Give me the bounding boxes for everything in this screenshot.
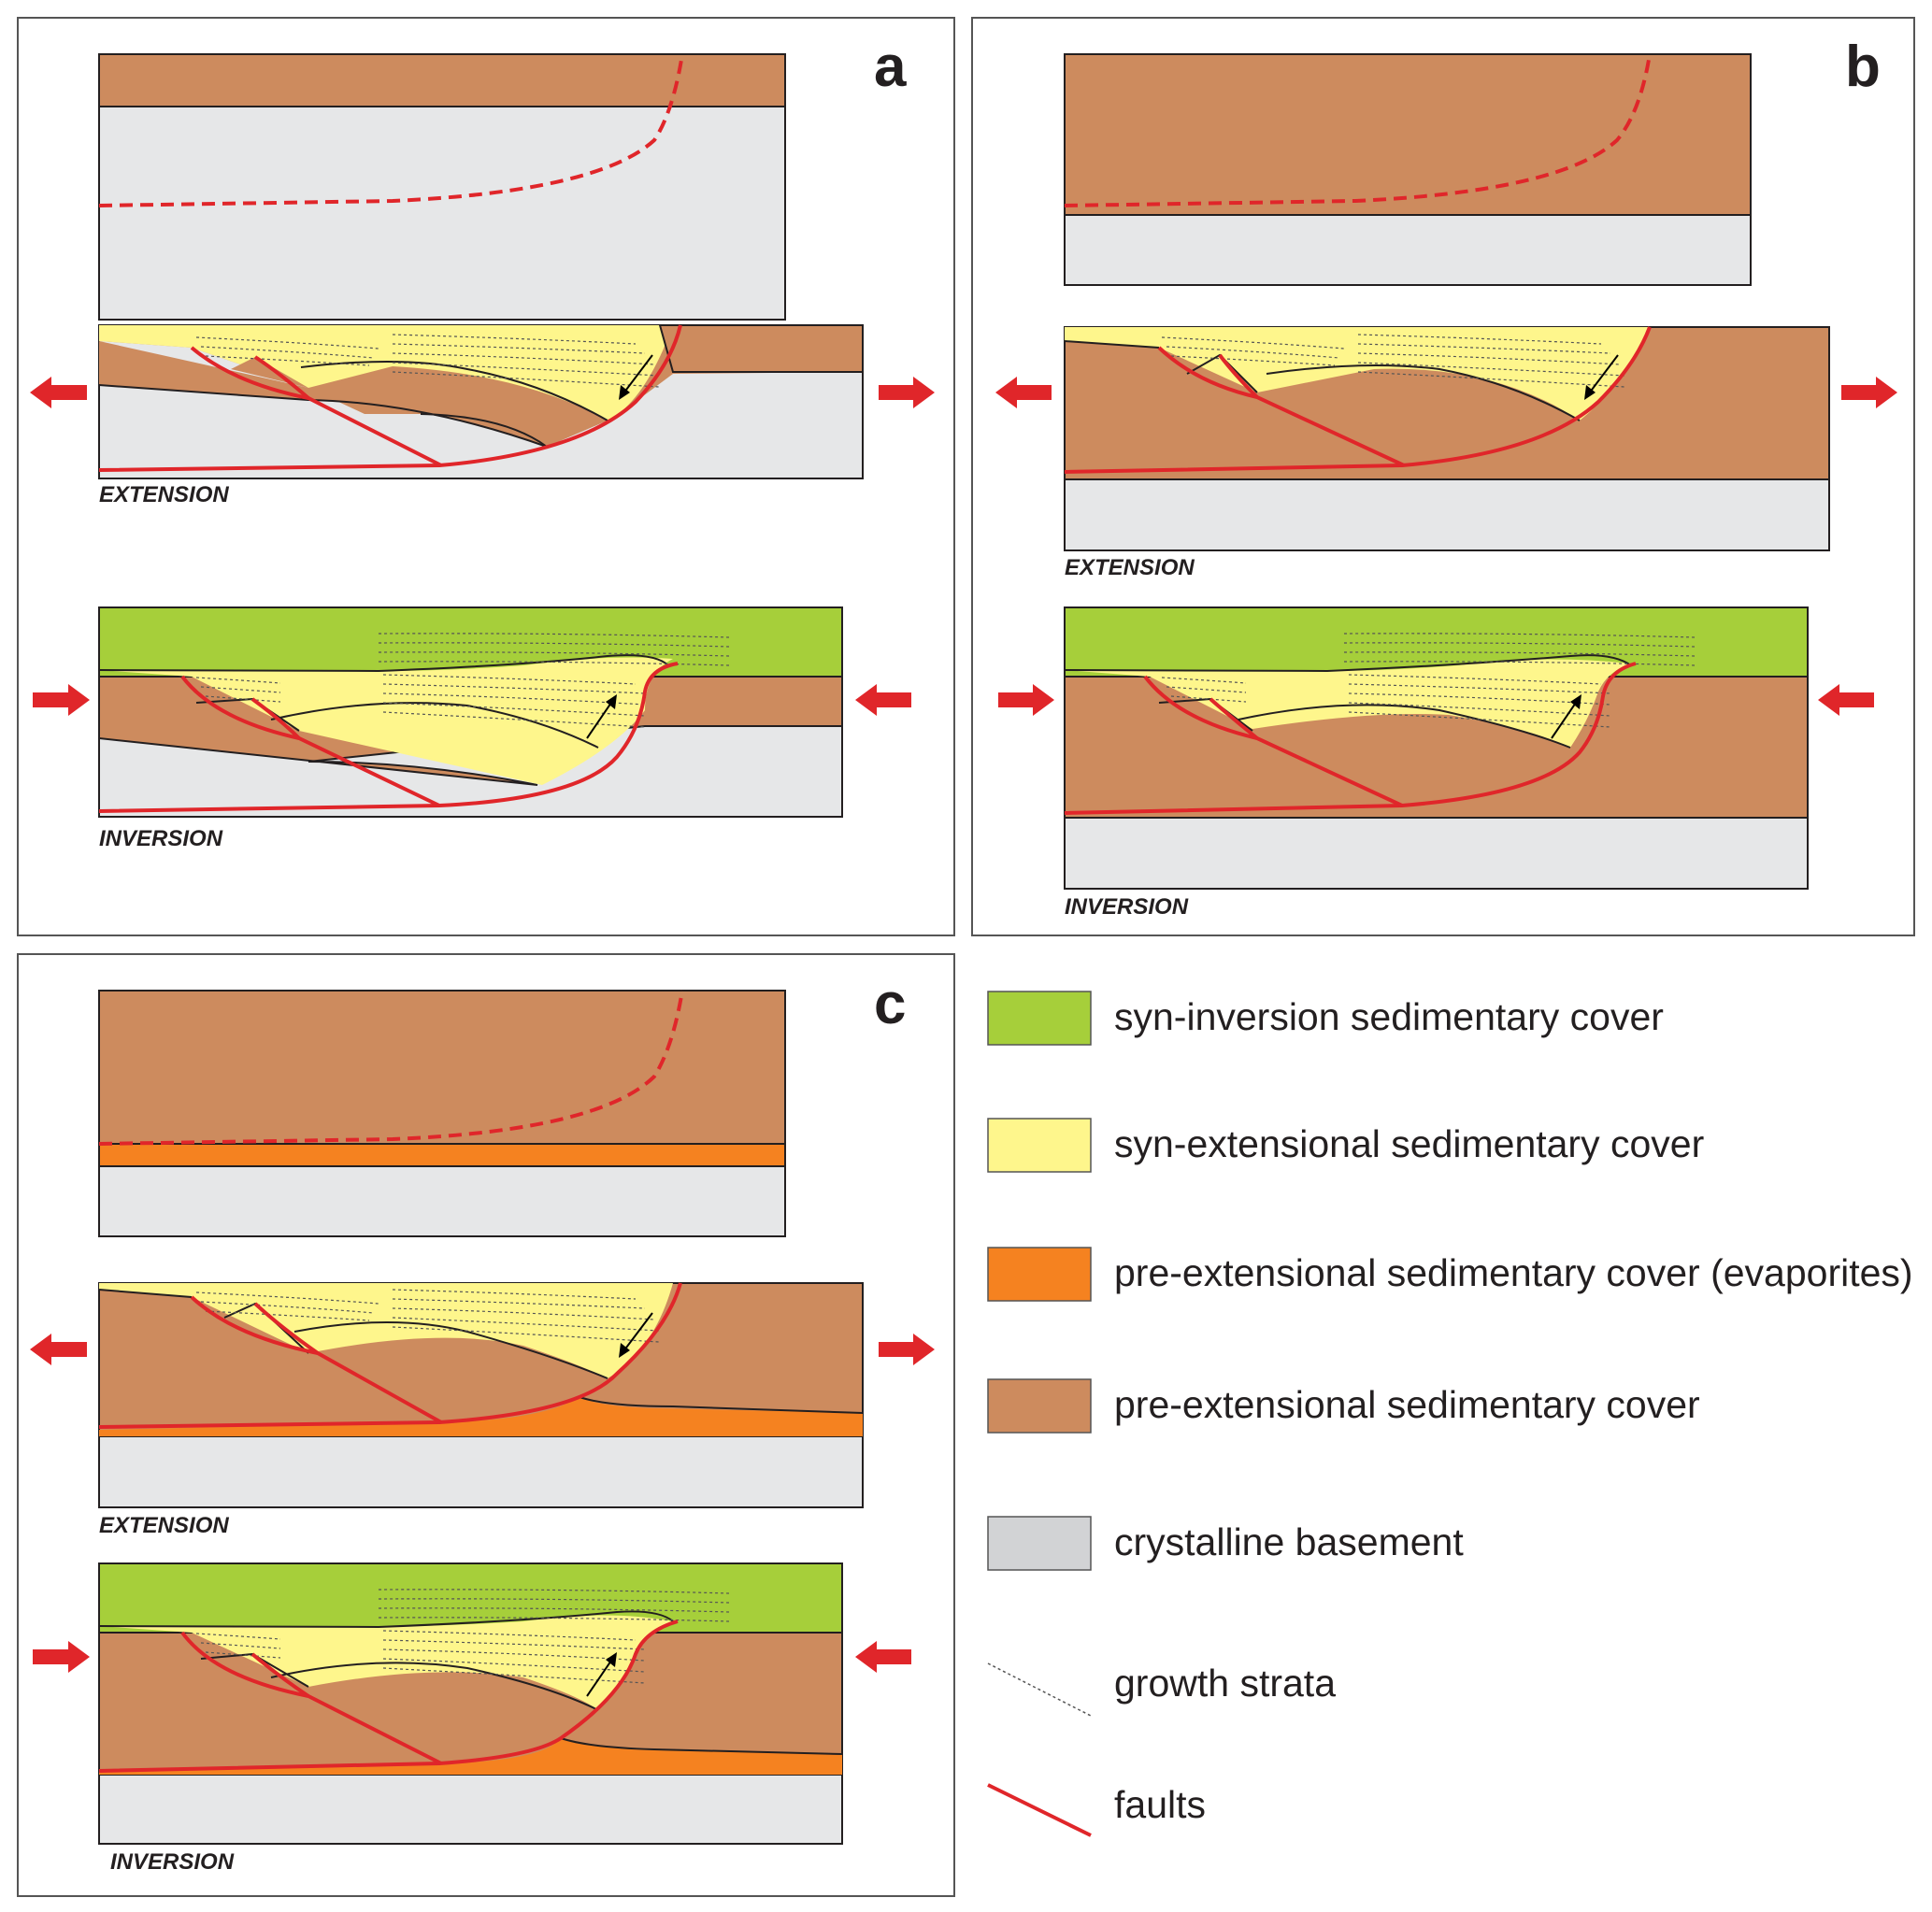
panel-b-initial-section [1064,53,1752,286]
panel-b: b EXTENSION [971,17,1915,936]
legend-swatch [987,991,1092,1046]
arrow-left-icon [30,377,87,408]
panel-a-label: a [874,35,907,99]
legend-swatch [987,1247,1092,1302]
legend-item: syn-extensional sedimentary cover [987,1118,1704,1173]
legend-swatch [987,1516,1092,1571]
panel-c-initial-section [98,990,786,1237]
panel-c-inversion-section: INVERSION [98,1562,843,1875]
panel-a: a EXTENSION [17,17,955,936]
arrow-left-icon [855,1641,911,1673]
panel-b-extension-section: EXTENSION [1064,326,1830,580]
arrow-right-icon [879,377,935,408]
panel-a-frame [17,17,955,936]
master-fault [98,324,682,472]
panel-a-initial-section [98,53,786,321]
panel-a-compression-arrows [33,684,911,716]
legend-item: syn-inversion sedimentary cover [987,991,1664,1046]
panel-b-compression-arrows [998,684,1874,716]
panel-c-extension-section: EXTENSION [98,1282,864,1538]
arrow-right-icon [33,684,90,716]
panel-b-inversion-label: INVERSION [1065,894,1189,920]
legend-label: syn-extensional sedimentary cover [1114,1122,1704,1165]
legend-swatch [987,1118,1092,1173]
panel-b-inversion-section: INVERSION [1064,606,1809,920]
fault-symbol [987,1783,1092,1837]
panel-b-label: b [1845,35,1881,99]
synthetic-fault [190,346,442,467]
panel-b-extension-arrows [995,377,1897,408]
panel-b-frame [971,17,1915,936]
legend-label: pre-extensional sedimentary cover (evapo… [1114,1251,1913,1294]
legend-item: crystalline basement [987,1516,1464,1571]
arrow-left-icon [30,1334,87,1365]
panel-a-inversion-section: INVERSION [98,606,843,851]
arrow-left-icon [855,684,911,716]
panel-c-label: c [874,972,906,1036]
panel-c-extension-label: EXTENSION [99,1513,229,1538]
legend-item: pre-extensional sedimentary cover [987,1378,1700,1434]
arrow-right-icon [33,1641,90,1673]
legend-label: faults [1114,1783,1206,1826]
panel-c-inversion-label: INVERSION [110,1849,235,1875]
panel-a-inversion-label: INVERSION [99,826,223,851]
panel-c-frame [17,953,955,1897]
legend: syn-inversion sedimentary cover syn-exte… [987,991,1913,1837]
panel-a-extension-arrows [30,377,935,408]
panel-c-compression-arrows [33,1641,911,1673]
legend-swatch [987,1378,1092,1434]
panel-c: c EXTENSION [17,953,955,1897]
legend-item: pre-extensional sedimentary cover (evapo… [987,1247,1913,1302]
panel-a-extension-label: EXTENSION [99,482,229,507]
arrow-left-icon [1818,684,1874,716]
arrow-right-icon [998,684,1054,716]
legend-label: pre-extensional sedimentary cover [1114,1383,1700,1426]
arrow-left-icon [995,377,1052,408]
panel-c-extension-arrows [30,1334,935,1365]
panel-a-extension-section: EXTENSION [98,324,864,507]
legend-item: growth strata [987,1662,1336,1717]
legend-label: syn-inversion sedimentary cover [1114,995,1664,1038]
arrow-right-icon [879,1334,935,1365]
legend-label: crystalline basement [1114,1520,1464,1563]
growth-strata-symbol [987,1662,1092,1717]
legend-label: growth strata [1114,1662,1336,1705]
arrow-right-icon [1841,377,1897,408]
legend-item: faults [987,1783,1206,1837]
panel-b-extension-label: EXTENSION [1065,555,1195,580]
